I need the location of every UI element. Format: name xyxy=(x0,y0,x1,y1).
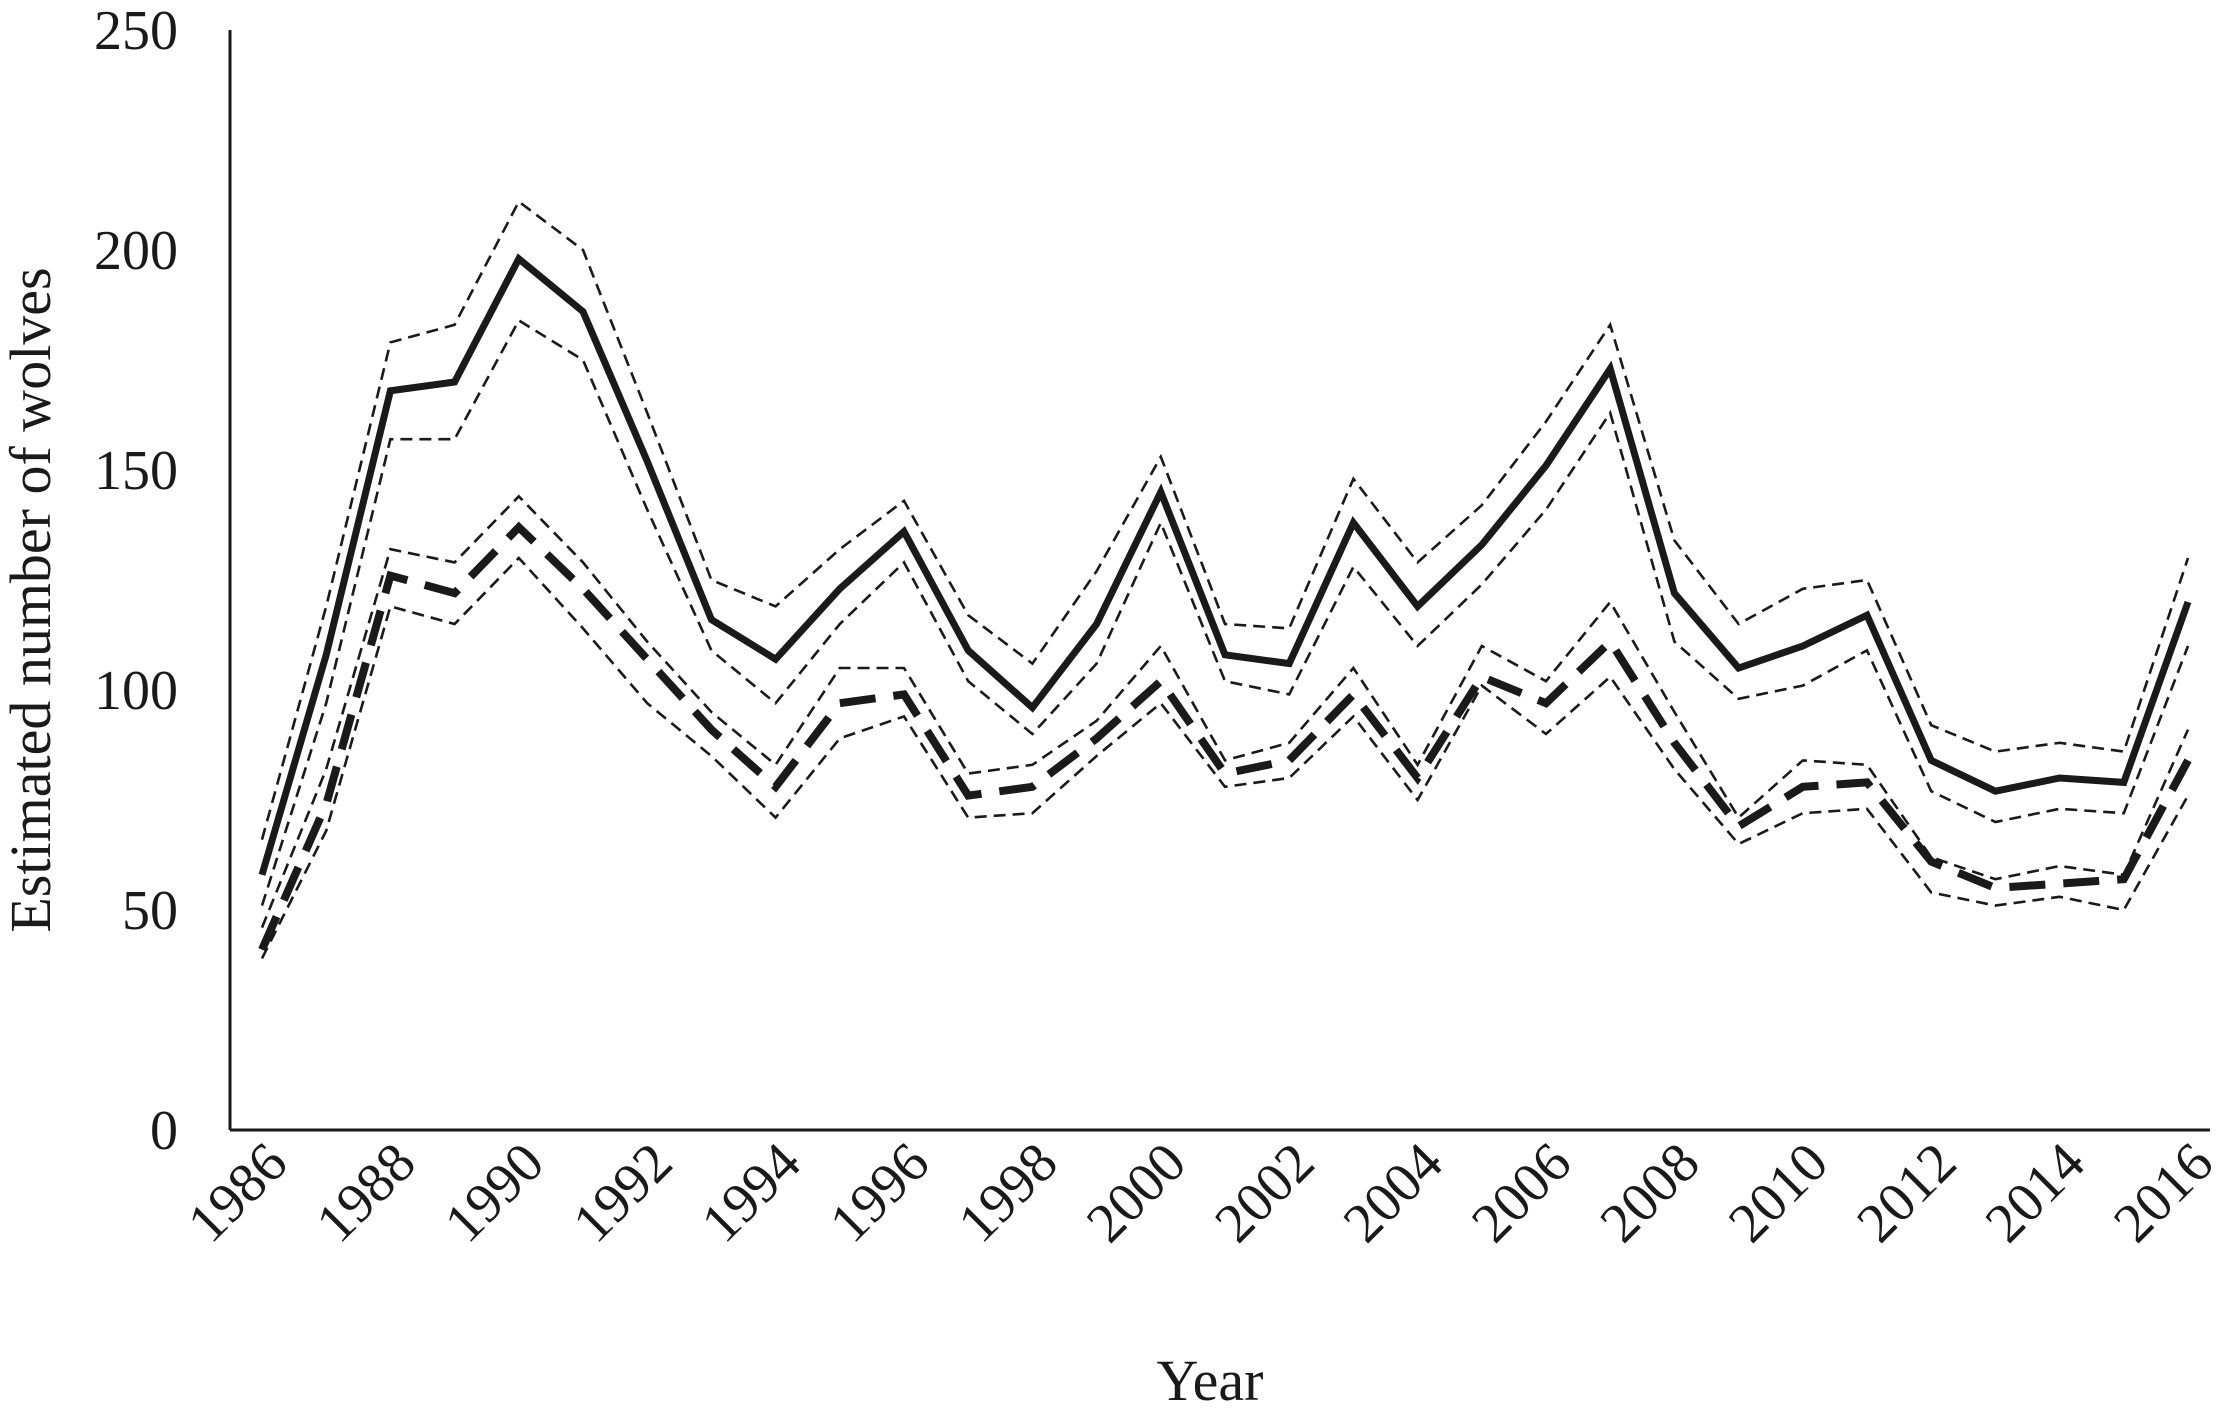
x-tick-label: 1998 xyxy=(947,1131,1070,1254)
x-tick-label: 2010 xyxy=(1717,1131,1840,1254)
x-tick-label: 1988 xyxy=(305,1131,428,1254)
x-tick-label: 2002 xyxy=(1203,1131,1326,1254)
x-tick-label: 1994 xyxy=(690,1131,813,1254)
axes: 0 50 100 150 200 250 1986 1988 1990 1992 1994 1996 1… xyxy=(94,0,2225,1254)
x-tick-label: 2012 xyxy=(1845,1131,1968,1254)
series-line-1 xyxy=(258,253,2192,876)
series-layer xyxy=(258,199,2192,959)
y-tick-label: 150 xyxy=(94,440,178,502)
x-tick-label: 2000 xyxy=(1075,1131,1198,1254)
series-line-5 xyxy=(260,494,2190,929)
x-tick-label: 1990 xyxy=(433,1131,556,1254)
y-tick-label: 200 xyxy=(94,220,178,282)
y-tick-label: 250 xyxy=(94,0,178,62)
x-tick-label: 1986 xyxy=(176,1131,299,1254)
x-tick-label: 2016 xyxy=(2102,1131,2225,1254)
series-line-2 xyxy=(260,199,2190,840)
x-tick-label: 2004 xyxy=(1332,1131,1455,1254)
x-tick-label: 1996 xyxy=(818,1131,941,1254)
y-tick-label: 100 xyxy=(94,660,178,722)
x-tick-label: 2014 xyxy=(1974,1131,2097,1254)
series-line-3 xyxy=(260,318,2190,906)
x-tick-label: 2006 xyxy=(1460,1131,1583,1254)
x-tick-label: 2008 xyxy=(1589,1131,1712,1254)
series-line-4 xyxy=(258,521,2192,952)
y-tick-label: 50 xyxy=(122,880,178,942)
series-line-6 xyxy=(260,556,2190,959)
x-tick-label: 1992 xyxy=(561,1131,684,1254)
y-axis-title: Estimated number of wolves xyxy=(0,267,63,932)
y-tick-label: 0 xyxy=(150,1100,178,1162)
x-axis-title: Year xyxy=(1157,1348,1264,1411)
